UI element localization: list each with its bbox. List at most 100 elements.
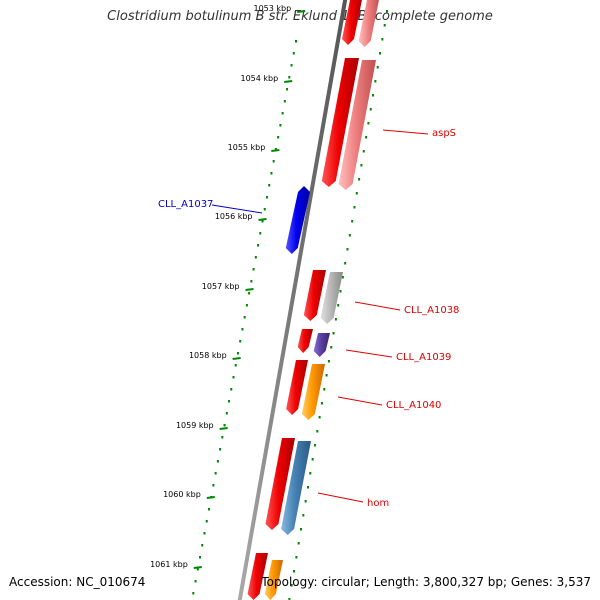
gene-label[interactable]: aspS xyxy=(432,128,456,139)
outer-dot xyxy=(376,66,379,69)
scale-dot xyxy=(221,436,224,439)
outer-dot xyxy=(288,598,291,600)
scale-dot xyxy=(192,592,195,595)
scale-dot xyxy=(245,304,248,307)
accession-text: Accession: NC_010674 xyxy=(9,575,146,589)
scale-dot xyxy=(248,292,251,295)
scale-dot xyxy=(270,172,273,175)
gene-feature-red[interactable] xyxy=(286,360,308,415)
outer-dot xyxy=(295,556,298,559)
backbone-line xyxy=(237,0,348,600)
scale-dot xyxy=(230,388,233,391)
feature-track xyxy=(247,0,380,600)
scale-tick-label: 1060 kbp xyxy=(163,490,201,499)
gene-feature-pink[interactable] xyxy=(358,0,380,47)
outer-dot xyxy=(369,108,372,111)
outer-dot xyxy=(320,402,323,405)
scale-dot xyxy=(257,244,260,247)
gene-feature-pink[interactable] xyxy=(338,60,376,190)
outer-dot xyxy=(360,164,363,167)
outer-dot xyxy=(302,514,305,517)
outer-dot xyxy=(348,234,351,237)
gene-label[interactable]: CLL_A1039 xyxy=(396,352,451,363)
scale-dot xyxy=(290,64,293,67)
gene-label[interactable]: CLL_A1038 xyxy=(404,305,459,316)
scale-dot xyxy=(216,460,219,463)
outer-dot xyxy=(374,80,377,83)
outer-dot xyxy=(290,584,293,587)
outer-dot xyxy=(325,374,328,377)
gene-label[interactable]: hom xyxy=(367,498,389,509)
outer-dot xyxy=(327,360,330,363)
outer-dot xyxy=(306,486,309,489)
outer-dot xyxy=(365,136,368,139)
scale-dot xyxy=(212,484,215,487)
scale-tick-label: 1061 kbp xyxy=(150,560,188,569)
outer-dot xyxy=(355,192,358,195)
scale-ticks: 1053 kbp 1054 kbp 1055 kbp 1056 kbp 1057 kbp… xyxy=(150,4,306,569)
scale-dot xyxy=(241,328,244,331)
scale-dot xyxy=(223,424,226,427)
scale-dot xyxy=(243,316,246,319)
outer-dot xyxy=(313,444,316,447)
scale-dot xyxy=(236,352,239,355)
gene-feature-blue[interactable] xyxy=(285,186,310,254)
scale-tick-mark xyxy=(245,288,254,291)
gene-feature-red[interactable] xyxy=(321,58,359,187)
gene-feature-purple[interactable] xyxy=(313,333,330,357)
scale-dot xyxy=(259,232,262,235)
scale-dot xyxy=(283,100,286,103)
scale-tick-mark xyxy=(271,149,280,152)
outer-dot xyxy=(351,220,354,223)
outer-dot xyxy=(386,10,388,13)
gene-feature-orange[interactable] xyxy=(301,364,325,420)
gene-label-leader xyxy=(354,301,401,311)
outer-dot xyxy=(309,472,312,475)
gene-feature-gray[interactable] xyxy=(320,272,343,324)
gene-feature-orange[interactable] xyxy=(264,560,283,600)
outer-dot xyxy=(362,150,365,153)
outer-dot xyxy=(339,290,342,293)
scale-dot xyxy=(272,160,275,163)
scale-dot xyxy=(263,208,266,211)
scale-dot xyxy=(205,520,208,523)
gene-label-leader xyxy=(211,204,263,214)
outer-dot xyxy=(367,122,370,125)
outer-dot xyxy=(332,332,335,335)
outer-dot xyxy=(372,94,375,97)
outer-dot xyxy=(318,416,321,419)
scale-dot xyxy=(286,88,289,91)
scale-dot xyxy=(281,112,284,115)
gene-label[interactable]: CLL_A1040 xyxy=(386,400,441,411)
scale-tick-mark xyxy=(232,357,241,360)
gene-feature-red[interactable] xyxy=(297,329,313,353)
outer-dot xyxy=(311,458,314,461)
outer-dot xyxy=(304,500,307,503)
scale-dot xyxy=(239,340,242,343)
gene-label[interactable]: CLL_A1037 xyxy=(158,199,213,210)
scale-dot xyxy=(252,268,255,271)
gene-feature-steel[interactable] xyxy=(281,441,311,535)
outer-dot xyxy=(293,570,296,573)
gene-feature-red[interactable] xyxy=(265,438,295,530)
scale-tick-mark xyxy=(284,80,293,83)
genome-backbone xyxy=(237,0,348,600)
gene-labels: aspS CLL_A1037 CLL_A1038 CLL_A1039 CLL_A1040… xyxy=(158,128,459,509)
scale-dot xyxy=(199,556,202,559)
outer-dot xyxy=(334,318,337,321)
outer-dot xyxy=(341,276,344,279)
outer-dot xyxy=(383,24,386,27)
scale-dot xyxy=(207,508,210,511)
scale-dot xyxy=(292,52,295,55)
scale-tick-label: 1056 kbp xyxy=(215,212,253,221)
scale-dot xyxy=(228,400,231,403)
scale-tick-label: 1057 kbp xyxy=(202,282,240,291)
scale-tick-mark xyxy=(258,218,267,221)
gene-feature-red[interactable] xyxy=(247,553,268,600)
gene-feature-red[interactable] xyxy=(342,0,363,45)
outer-dot xyxy=(316,430,319,433)
gene-feature-red[interactable] xyxy=(303,270,326,321)
outer-dot xyxy=(353,206,356,209)
